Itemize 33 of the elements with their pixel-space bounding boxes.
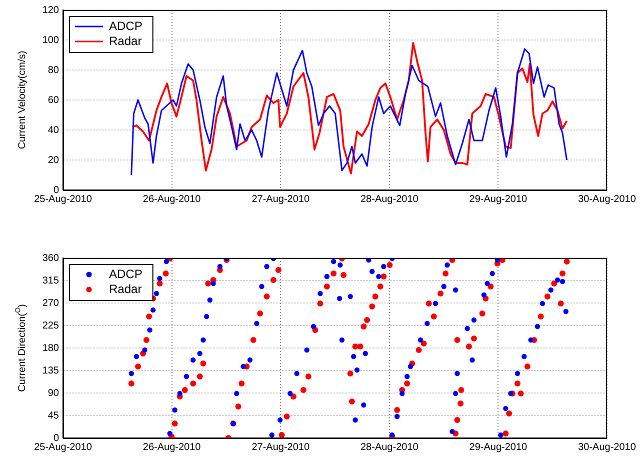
x-tick-label: 30-Aug-2010 — [578, 194, 636, 205]
y-tick-label: 90 — [48, 388, 60, 399]
x-tick-label: 26-Aug-2010 — [142, 442, 202, 453]
y-tick-label: 20 — [48, 154, 60, 166]
legend-label: Radar — [109, 34, 142, 48]
x-tick-label: 29-Aug-2010 — [469, 194, 528, 205]
y-tick-label: 270 — [42, 298, 60, 309]
legend-label: ADCP — [109, 18, 142, 33]
x-tick-label: 25-Aug-2010 — [34, 194, 92, 205]
y-tick-label: 0 — [53, 432, 60, 444]
x-tick-label: 29-Aug-2010 — [469, 442, 528, 453]
y-tick-label: 225 — [42, 320, 60, 332]
y-tick-label: 60 — [48, 94, 60, 106]
legend-label: ADCP — [109, 266, 142, 281]
y-tick-label: 120 — [42, 4, 60, 16]
y-tick-label: 80 — [48, 64, 60, 76]
y-tick-label: 360 — [42, 252, 60, 264]
x-tick-label: 25-Aug-2010 — [34, 442, 92, 453]
y-axis-title: Current Velocity(cm/s) — [16, 50, 28, 150]
x-tick-label: 27-Aug-2010 — [252, 442, 310, 453]
legend-label: Radar — [109, 282, 142, 296]
y-tick-label: 100 — [42, 34, 60, 46]
y-tick-label: 45 — [48, 410, 60, 422]
y-tick-label: 315 — [42, 275, 60, 286]
y-tick-label: 0 — [53, 184, 60, 196]
x-tick-label: 27-Aug-2010 — [252, 194, 310, 205]
y-tick-label: 180 — [42, 342, 60, 354]
x-tick-label: 28-Aug-2010 — [360, 442, 419, 453]
y-tick-label: 40 — [48, 124, 60, 136]
y-tick-label: 135 — [42, 365, 60, 376]
x-tick-label: 30-Aug-2010 — [578, 442, 636, 453]
x-tick-label: 26-Aug-2010 — [142, 194, 202, 205]
x-tick-label: 28-Aug-2010 — [360, 194, 419, 205]
